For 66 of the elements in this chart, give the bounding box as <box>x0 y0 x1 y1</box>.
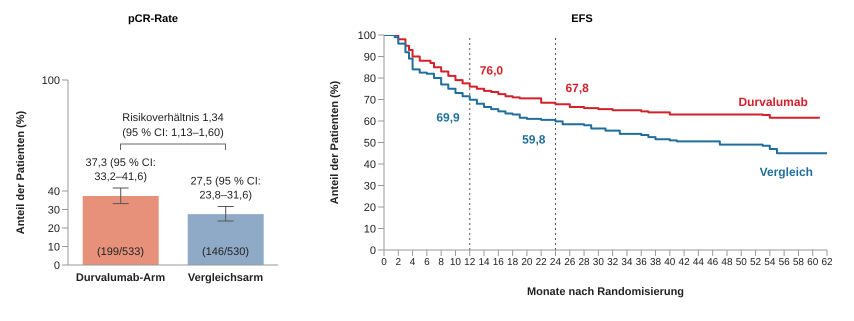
y-tick-label: 60 <box>364 116 376 128</box>
y-tick-label: 30 <box>364 180 376 192</box>
x-tick-label: 10 <box>450 257 462 268</box>
x-tick-label: 28 <box>578 257 590 268</box>
annotation: (146/530) <box>202 246 250 258</box>
y-tick-label: 70 <box>364 94 376 106</box>
y-tick-label: 100 <box>358 30 376 42</box>
x-tick-label: 18 <box>507 257 519 268</box>
x-tick-label: 2 <box>396 257 402 268</box>
y-axis-title: Anteil der Patienten (%) <box>14 110 27 234</box>
x-tick-label: 40 <box>664 257 676 268</box>
x-tick-label: 50 <box>736 257 748 268</box>
x-tick-label: 48 <box>721 257 733 268</box>
y-tick-label: 20 <box>48 222 60 235</box>
x-tick-label: 24 <box>550 257 562 268</box>
x-tick-label: 36 <box>636 257 648 268</box>
y-tick-label: 0 <box>370 244 376 257</box>
x-tick-label: 6 <box>424 257 430 268</box>
x-tick-label: 60 <box>807 257 819 268</box>
series-label: Durvalumab <box>738 94 808 109</box>
annotation: (199/533) <box>96 246 144 258</box>
series-label: Vergleich <box>760 164 813 179</box>
annotation: 76,0 <box>480 64 504 78</box>
x-tick-label: 0 <box>381 257 388 268</box>
x-tick-label: 20 <box>521 257 533 268</box>
y-axis-title: Anteil der Patienten (%) <box>328 80 341 204</box>
x-tick-label: 14 <box>478 257 490 268</box>
x-tick-label: Durvalumab-Arm <box>76 272 166 284</box>
x-tick-label: 52 <box>750 257 762 268</box>
y-tick-label: 90 <box>364 51 376 64</box>
x-tick-label: 46 <box>707 257 719 268</box>
y-tick-label: 30 <box>48 204 60 216</box>
x-tick-label: 44 <box>692 257 704 268</box>
annotation: 69,9 <box>436 110 460 125</box>
annotation: 67,8 <box>565 81 590 96</box>
x-tick-label: 34 <box>621 257 633 268</box>
y-tick-label: 40 <box>364 158 376 171</box>
x-tick-label: 26 <box>564 257 576 268</box>
x-tick-label: 38 <box>650 257 662 268</box>
data-label: 37,3 (95 % CI: 33,2–41,6) <box>86 157 156 184</box>
x-tick-label: 54 <box>764 257 776 268</box>
chart-title: pCR-Rate <box>126 12 180 27</box>
x-tick-label: Vergleichsarm <box>188 272 264 284</box>
data-label: 27,5 (95 % CI: 23,8–31,6) <box>190 176 261 202</box>
y-tick-label: 10 <box>48 241 60 254</box>
y-tick-label: 80 <box>364 72 376 85</box>
y-tick-label: 20 <box>364 202 376 214</box>
x-tick-label: 16 <box>492 257 504 268</box>
x-tick-label: 32 <box>607 257 619 268</box>
y-tick-label: 10 <box>364 223 376 236</box>
x-tick-label: 42 <box>678 257 690 268</box>
x-tick-label: 4 <box>410 257 416 268</box>
x-tick-label: 56 <box>778 257 790 268</box>
annotation: 59,8 <box>522 132 546 146</box>
annotation: Risikoverhältnis 1,34 (95 % CI: 1,13–1,60) <box>122 112 224 140</box>
x-tick-label: 62 <box>821 257 833 268</box>
x-tick-label: 12 <box>464 257 476 268</box>
y-tick-label: 50 <box>364 137 376 150</box>
x-tick-label: 22 <box>536 257 548 268</box>
x-tick-label: 30 <box>592 257 604 268</box>
x-axis-title: Monate nach Randomisierung <box>526 286 684 298</box>
y-tick-label: 100 <box>42 74 60 87</box>
y-tick-label: 40 <box>48 186 60 198</box>
chart-title: EFS <box>570 12 594 27</box>
x-tick-label: 58 <box>792 257 804 268</box>
x-tick-label: 8 <box>438 257 444 268</box>
